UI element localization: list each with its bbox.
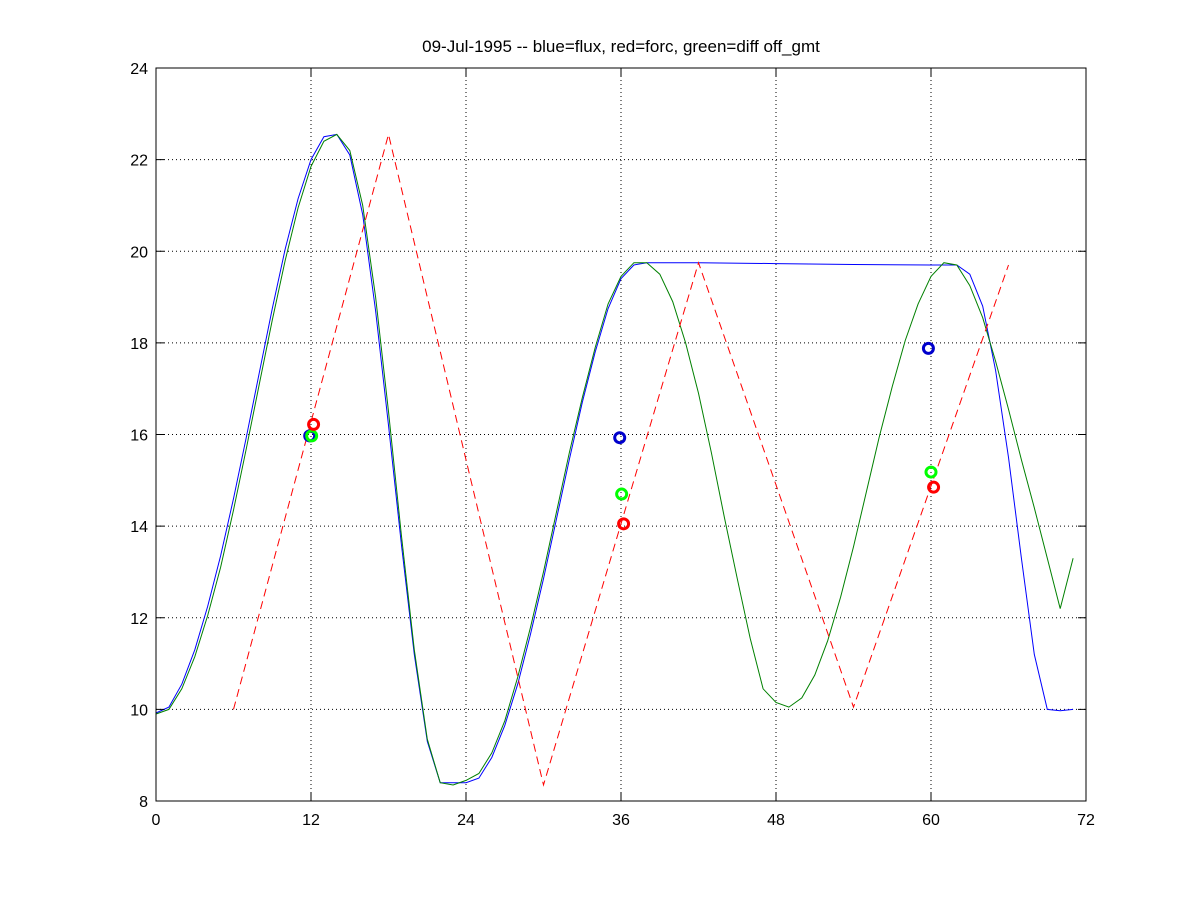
- x-tick-label: 24: [457, 812, 475, 829]
- marker-6: [921, 341, 935, 355]
- y-tick-label: 16: [130, 428, 148, 445]
- grid: [156, 68, 1086, 801]
- series-lines: [155, 133, 1074, 787]
- y-tick-label: 12: [130, 611, 148, 628]
- marker-4: [615, 487, 629, 501]
- y-tick-label: 8: [139, 794, 148, 811]
- y-tick-label: 18: [130, 336, 148, 353]
- x-tick-label: 60: [922, 812, 940, 829]
- x-tick-label: 72: [1077, 812, 1095, 829]
- y-tick-label: 20: [130, 244, 148, 261]
- series-line-2: [233, 134, 1009, 787]
- y-tick-label: 24: [130, 61, 148, 78]
- chart-title: 09-Jul-1995 -- blue=flux, red=forc, gree…: [422, 37, 820, 56]
- x-tick-label: 12: [302, 812, 320, 829]
- marker-3: [613, 431, 627, 445]
- marker-5: [617, 517, 631, 531]
- x-tick-label: 48: [767, 812, 785, 829]
- series-line-1: [155, 133, 1074, 786]
- marker-8: [927, 480, 941, 494]
- y-tick-label: 14: [130, 519, 148, 536]
- marker-2: [307, 417, 321, 431]
- y-tick-label: 10: [130, 702, 148, 719]
- marker-1: [305, 429, 319, 443]
- axes: 0 12 24 36 48 60 72 8 10 12 14 16 18 20 22 24: [130, 61, 1095, 829]
- x-tick-label: 0: [152, 812, 161, 829]
- marker-7: [924, 465, 938, 479]
- y-tick-label: 22: [130, 153, 148, 170]
- markers: [303, 341, 941, 531]
- x-tick-label: 36: [612, 812, 630, 829]
